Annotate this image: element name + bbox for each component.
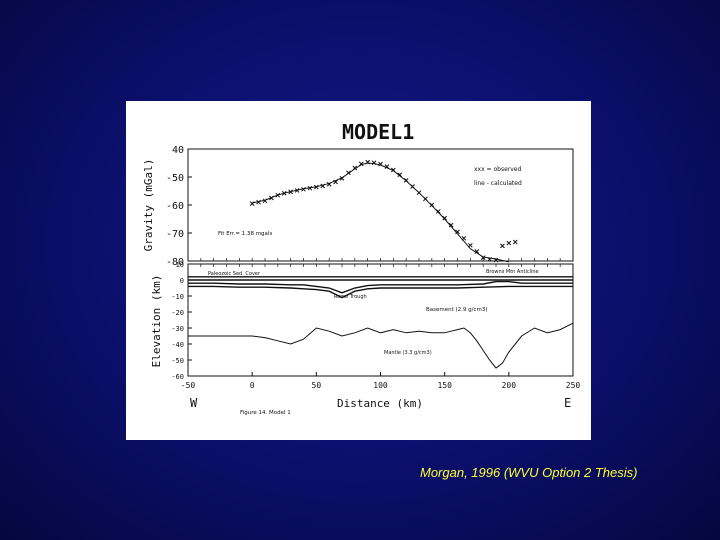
direction-east: E: [564, 396, 571, 410]
observed-point: [461, 235, 467, 241]
elevation-ytick-label: -60: [171, 373, 184, 381]
observed-point: [275, 192, 281, 198]
observed-point: [384, 164, 390, 169]
legend-calculated: line - calculated: [474, 180, 522, 187]
observed-point: [320, 183, 326, 189]
gravity-ytick-label: -80: [166, 257, 184, 268]
observed-point: [442, 215, 448, 221]
annotation-paleozoic: Paleozoic Sed. Cover: [208, 271, 261, 277]
elevation-boundary-line: [188, 280, 573, 294]
gravity-y-ticks: 40 -50 -60 -70 -80: [166, 145, 574, 268]
observed-point: [294, 188, 300, 193]
series-calculated-line: [252, 162, 509, 263]
observed-point: [493, 257, 499, 263]
gravity-marks: [249, 159, 518, 263]
gravity-ytick-label: -50: [166, 173, 184, 184]
model-title: MODEL1: [342, 120, 414, 144]
annotation-basement: Basement (2.9 g/cm3): [426, 307, 488, 313]
distance-xtick-label: 150: [437, 381, 452, 390]
elevation-ytick-label: -10: [171, 293, 184, 301]
figure-svg: MODEL1 40-50-60-70-80 Gravity (mGal) xxx…: [142, 120, 581, 416]
observed-point: [307, 185, 313, 191]
elevation-panel-frame: [187, 263, 574, 377]
observed-point: [448, 222, 454, 228]
observed-point: [467, 242, 473, 248]
elevation-ytick-label: -50: [171, 357, 184, 365]
distance-xtick-label: -50: [181, 381, 196, 390]
fit-error-annotation: Fit Err.= 1.38 mgals: [218, 231, 272, 237]
observed-point: [378, 161, 383, 167]
observed-point: [358, 161, 364, 167]
observed-point: [474, 249, 480, 254]
observed-point: [500, 243, 505, 249]
elevation-boundary-line: [188, 322, 574, 369]
observed-point: [365, 159, 371, 165]
annotation-rome-trough: Rome Trough: [334, 294, 367, 300]
observed-point: [281, 190, 287, 196]
observed-point: [480, 255, 486, 260]
observed-point: [333, 179, 338, 185]
direction-west: W: [190, 396, 198, 410]
observed-point: [403, 178, 409, 183]
observed-point: [301, 186, 306, 192]
observed-point: [410, 184, 415, 189]
source-caption: Morgan, 1996 (WVU Option 2 Thesis): [420, 465, 638, 480]
distance-xtick-label: 250: [566, 381, 581, 390]
figure-panel: MODEL1 40 -50 -60 -70 -80 Gravity (mGal) xxx…: [126, 101, 591, 440]
elevation-marks: [188, 276, 574, 369]
observed-point: [390, 167, 396, 173]
distance-xtick-label: 50: [312, 381, 322, 390]
distance-xlabel: Distance (km): [337, 397, 423, 410]
elevation-ytick-label: -30: [171, 325, 184, 333]
elevation-ytick-label: -40: [171, 341, 184, 349]
observed-point: [435, 209, 441, 214]
elevation-ytick-label: -20: [171, 309, 184, 317]
elevation-y-ticks: 10 0 -10 -20 -30 -40 -50 -60: [171, 261, 192, 381]
observed-point: [487, 256, 492, 262]
observed-point: [339, 176, 345, 181]
observed-point: [256, 199, 261, 205]
observed-point: [352, 165, 358, 171]
observed-point: [512, 239, 518, 245]
elevation-boundary-line: [188, 285, 573, 299]
observed-point: [371, 160, 377, 166]
observed-point: [288, 189, 294, 195]
observed-point: [455, 229, 460, 235]
observed-point: [397, 172, 403, 178]
observed-point: [262, 198, 268, 204]
observed-point: [416, 190, 422, 196]
observed-point: [313, 184, 319, 190]
gravity-ylabel: Gravity (mGal): [142, 159, 155, 252]
observed-point: [269, 195, 274, 201]
observed-point: [346, 170, 351, 176]
elevation-x-ticks: -50 0 50 100 150 200 250: [181, 264, 581, 390]
observed-point: [429, 202, 435, 208]
figure-caption: Figure 14. Model 1: [240, 410, 291, 416]
annotation-mantle: Mantle (3.3 g/cm3): [384, 350, 432, 356]
legend-observed: xxx = observed: [474, 166, 522, 173]
distance-xtick-label: 200: [502, 381, 517, 390]
distance-xtick-label: 0: [250, 381, 255, 390]
observed-point: [326, 181, 332, 187]
elevation-ylabel: Elevation (km): [150, 275, 163, 368]
elevation-ytick-label: 10: [176, 261, 184, 269]
observed-point: [506, 240, 512, 246]
observed-point: [423, 196, 428, 202]
distance-xtick-label: 100: [373, 381, 388, 390]
gravity-ytick-label: -60: [166, 201, 184, 212]
observed-point: [249, 201, 255, 206]
gravity-ytick-label: 40: [172, 145, 184, 156]
elevation-ytick-label: 0: [180, 277, 184, 285]
annotation-browns-mtn: Browns Mtn Anticline: [486, 269, 539, 275]
gravity-ytick-label: -70: [166, 229, 184, 240]
